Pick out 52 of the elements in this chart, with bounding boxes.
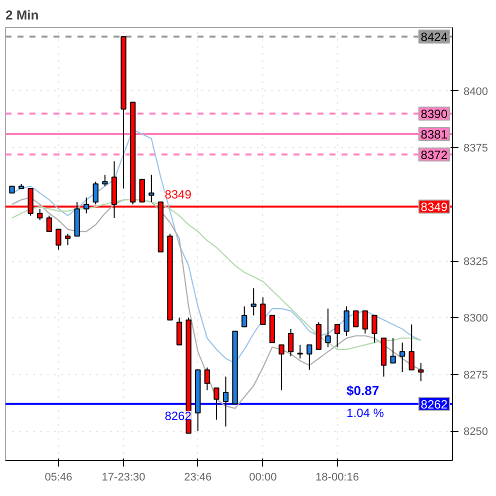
- y-tick-label: 8375: [464, 142, 488, 155]
- candlestick: [353, 310, 359, 328]
- candlestick: [325, 308, 331, 348]
- ref-line-label: 8424: [420, 30, 448, 44]
- candlestick: [148, 174, 154, 203]
- y-tick-label: 8300: [464, 312, 488, 325]
- x-tick-label: 18-00:16: [316, 472, 359, 484]
- x-tick-label: 05:46: [44, 472, 72, 484]
- ref-line-label: 8262: [420, 397, 448, 412]
- candlestick: [408, 324, 414, 370]
- ref-line-label: 8349: [420, 200, 448, 214]
- x-tick-label: 00:00: [249, 472, 277, 484]
- ref-line-label: 8390: [420, 107, 448, 122]
- candlestick: [102, 174, 108, 187]
- y-tick-label: 8325: [464, 256, 488, 268]
- candlestick: [288, 328, 294, 357]
- candlestick: [56, 228, 62, 250]
- annotation: 1.04 %: [346, 406, 384, 420]
- chart-title: 2 Min: [6, 8, 39, 22]
- candlestick: [242, 306, 248, 328]
- candlestick: [250, 288, 256, 316]
- y-tick-label: 8275: [464, 369, 488, 382]
- y-tick-label: 8250: [464, 426, 488, 438]
- x-tick-label: 17-23:30: [102, 472, 146, 484]
- candlestick: [418, 362, 424, 382]
- candlestick: [204, 367, 210, 391]
- annotation: 8349: [164, 188, 192, 202]
- candlestick: [334, 324, 340, 348]
- line-series: [11, 199, 422, 350]
- candlestick: [92, 181, 98, 205]
- ref-line-label: 8381: [420, 128, 448, 142]
- candlestick: [64, 233, 71, 246]
- ref-line-label: 8372: [420, 148, 448, 162]
- candlestick: [372, 314, 378, 344]
- candlestick: [222, 376, 229, 427]
- candlestick: [84, 197, 90, 214]
- candlestick: [390, 338, 396, 364]
- candlestick: [306, 344, 312, 370]
- candlestick: [399, 342, 406, 373]
- annotation: 8262: [164, 408, 192, 423]
- x-tick-label: 23:46: [184, 472, 212, 484]
- candlestick: [260, 296, 266, 325]
- candlestick: [214, 387, 220, 420]
- candlestick: [362, 310, 368, 334]
- candlestick: [139, 178, 145, 203]
- y-tick-label: 8400: [464, 86, 488, 98]
- candlestick: [278, 344, 284, 391]
- candlestick: [176, 317, 182, 346]
- candlestick: [297, 344, 303, 359]
- candlestick: [46, 215, 52, 232]
- candlestick: [344, 306, 350, 336]
- annotation: $0.87: [346, 382, 380, 398]
